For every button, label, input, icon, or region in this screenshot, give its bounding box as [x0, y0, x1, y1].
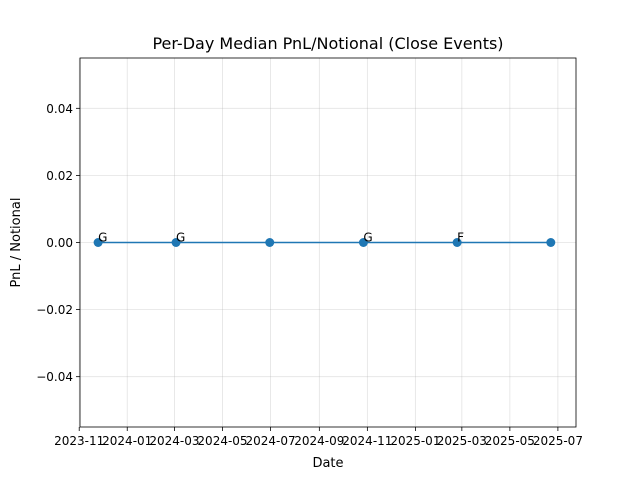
x-tick-label: 2025-03 [437, 434, 487, 448]
y-tick-label: 0.00 [46, 236, 73, 250]
y-axis: −0.04 −0.02 0.00 0.02 0.04 [36, 102, 80, 384]
y-tick-label: −0.02 [36, 303, 73, 317]
y-tick-label: 0.02 [46, 169, 73, 183]
x-axis: 2023-112024-012024-032024-052024-072024-… [54, 427, 583, 448]
x-tick-label: 2025-07 [533, 434, 583, 448]
point-annotation: G [98, 231, 107, 245]
x-tick-label: 2024-05 [197, 434, 247, 448]
x-tick-label: 2024-01 [102, 434, 152, 448]
y-tick-label: −0.04 [36, 370, 73, 384]
x-axis-label: Date [312, 456, 343, 471]
point-annotation: F [457, 231, 464, 245]
chart-title: Per-Day Median PnL/Notional (Close Event… [152, 34, 503, 53]
point-annotation: G [176, 231, 185, 245]
point-annotation: G [363, 231, 372, 245]
x-tick-label: 2024-07 [245, 434, 295, 448]
data-point [452, 238, 462, 247]
y-tick-label: 0.04 [46, 102, 73, 116]
data-point [171, 238, 181, 247]
data-point [265, 238, 275, 247]
data-point [93, 238, 103, 247]
x-tick-label: 2024-03 [149, 434, 199, 448]
data-point [358, 238, 368, 247]
x-tick-label: 2025-01 [390, 434, 440, 448]
data-point [546, 238, 556, 247]
x-tick-label: 2023-11 [54, 434, 104, 448]
x-tick-label: 2024-11 [342, 434, 392, 448]
y-axis-label: PnL / Notional [9, 198, 24, 288]
x-tick-label: 2024-09 [294, 434, 344, 448]
x-tick-label: 2025-05 [485, 434, 535, 448]
